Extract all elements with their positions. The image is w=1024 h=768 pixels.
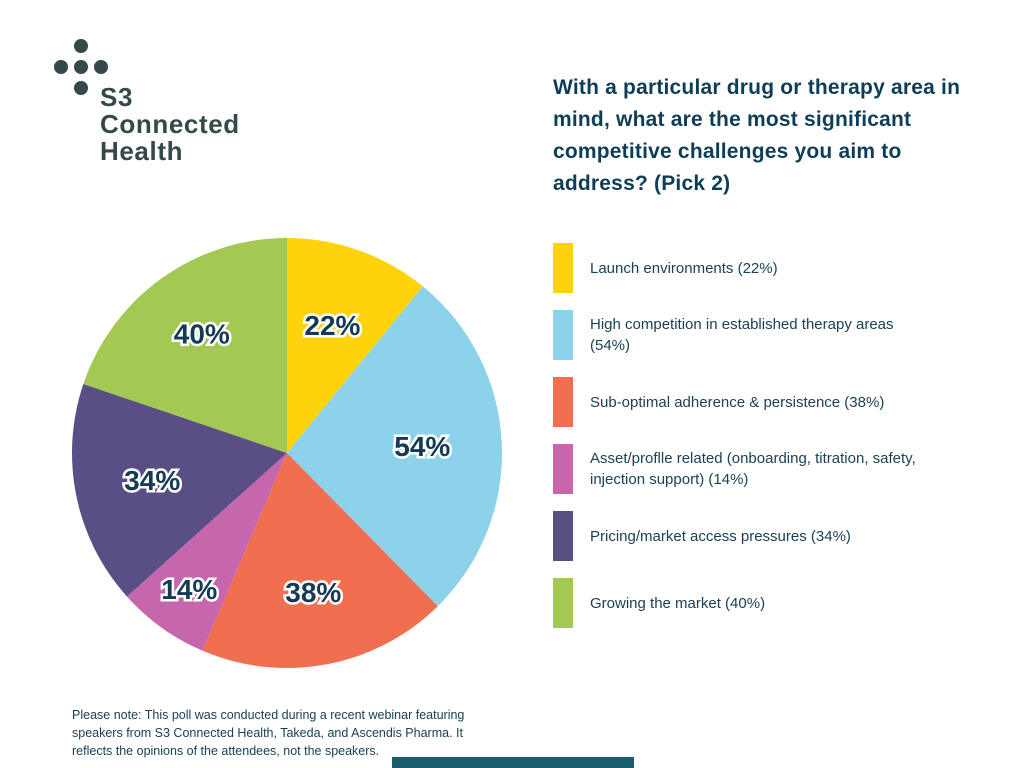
legend-item: Sub-optimal adherence & persistence (38%…: [553, 377, 963, 427]
pie-slice-4: [126, 453, 288, 651]
pie-slice-5: [72, 384, 287, 597]
legend-label: Growing the market (40%): [590, 594, 766, 612]
legend-item: Asset/proflle related (onboarding, titra…: [553, 444, 963, 494]
legend-label: Launch environments (22%): [590, 259, 778, 277]
pie-slice-1: [287, 238, 423, 453]
pie-chart: 22% 54% 38% 14% 34% 40%: [67, 233, 507, 673]
pie-slice-3: [202, 453, 438, 669]
poll-question-title: With a particular drug or therapy area i…: [553, 76, 961, 195]
logo-wordmark: S3 Connected Health: [100, 82, 240, 166]
legend-swatch: [553, 511, 573, 561]
pie-slice-label-2: 54%: [394, 431, 450, 462]
pie-slice-label-3: 38%: [285, 577, 341, 608]
legend: Launch environments (22%) High competitio…: [553, 243, 963, 645]
legend-swatch: [553, 310, 573, 360]
pie-slice-label-1: 22%: [304, 310, 360, 341]
legend-label: Asset/proflle related (onboarding, titra…: [590, 450, 916, 488]
legend-label: Pricing/market access pressures (34%): [590, 527, 851, 545]
legend-label: Sub-optimal adherence & persistence (38%…: [590, 393, 885, 411]
legend-item: Launch environments (22%): [553, 243, 963, 293]
pie-slice-label-5: 34%: [124, 465, 180, 496]
footer-accent-bar: [392, 757, 634, 768]
legend-swatch: [553, 243, 573, 293]
legend-swatch: [553, 578, 573, 628]
legend-swatch: [553, 377, 573, 427]
legend-item: Growing the market (40%): [553, 578, 963, 628]
legend-item: High competition in established therapy …: [553, 310, 963, 360]
pie-slice-6: [83, 238, 288, 453]
logo-dots-icon: [54, 39, 108, 95]
pie-slice-label-4: 14%: [161, 574, 217, 605]
pie-slice-2: [287, 286, 502, 607]
pie-slice-label-6: 40%: [174, 319, 230, 350]
footnote: Please note: This poll was conducted dur…: [72, 708, 465, 759]
legend-swatch: [553, 444, 573, 494]
legend-label: High competition in established therapy …: [590, 316, 894, 354]
legend-item: Pricing/market access pressures (34%): [553, 511, 963, 561]
